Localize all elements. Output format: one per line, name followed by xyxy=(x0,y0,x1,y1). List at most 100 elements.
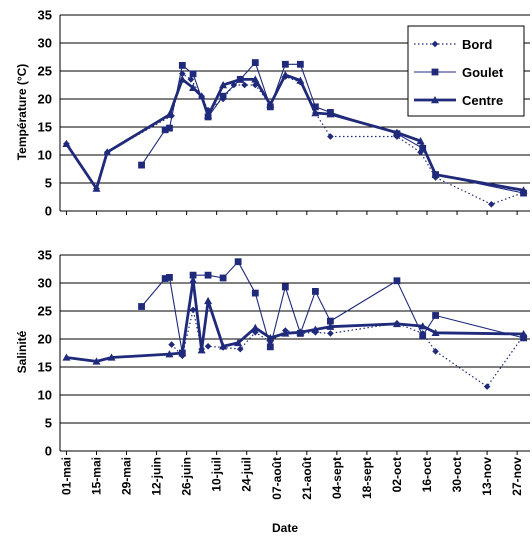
data-point xyxy=(92,357,101,365)
x-tick-label: 29-mai xyxy=(120,457,134,495)
y-tick-label: 25 xyxy=(38,304,52,319)
legend-label: Centre xyxy=(462,93,503,108)
data-point xyxy=(483,383,491,390)
salinity-axis-title: Salinité xyxy=(15,330,29,373)
data-point xyxy=(417,148,424,156)
data-point xyxy=(327,330,334,337)
x-tick-label: 26-juin xyxy=(180,457,194,496)
legend: Bord Goulet Centre xyxy=(407,25,525,117)
data-point xyxy=(311,109,320,117)
y-tick-label: 10 xyxy=(38,148,52,163)
y-tick-label: 20 xyxy=(38,92,52,107)
data-point xyxy=(418,322,427,330)
data-point xyxy=(326,110,335,118)
y-tick-label: 0 xyxy=(45,444,52,459)
data-point xyxy=(432,312,439,319)
data-point xyxy=(178,349,187,357)
series-line xyxy=(66,278,524,363)
y-tick-label: 15 xyxy=(38,360,52,375)
data-point xyxy=(138,303,145,310)
data-point xyxy=(189,306,197,314)
series-line xyxy=(65,73,524,192)
data-point xyxy=(251,323,260,331)
legend-label: Goulet xyxy=(462,65,504,80)
data-point xyxy=(326,322,335,330)
data-point xyxy=(419,332,427,340)
x-tick-label: 30-oct xyxy=(450,457,464,492)
data-point xyxy=(241,81,248,89)
data-point xyxy=(393,277,401,285)
data-point xyxy=(219,342,228,350)
data-point xyxy=(431,170,440,178)
x-tick-label: 24-juil xyxy=(240,457,254,492)
series-centre-salinity xyxy=(62,276,528,365)
data-point xyxy=(197,92,206,100)
data-point xyxy=(189,70,197,78)
legend-label: Bord xyxy=(462,37,492,52)
legend-item-bord: Bord xyxy=(414,37,492,52)
y-tick-label: 5 xyxy=(45,176,52,191)
data-point xyxy=(311,103,319,111)
data-point xyxy=(161,126,169,134)
x-axis-title: Date xyxy=(272,521,298,535)
data-point xyxy=(165,350,174,358)
data-point xyxy=(189,83,198,91)
data-point xyxy=(281,60,289,68)
data-point xyxy=(138,161,145,169)
y-tick-label: 30 xyxy=(38,276,52,291)
data-point xyxy=(189,271,197,279)
legend-item-goulet: Goulet xyxy=(414,65,504,80)
x-tick-label: 07-août xyxy=(270,457,284,500)
data-point xyxy=(432,348,439,355)
data-point xyxy=(166,124,173,132)
data-point xyxy=(236,345,244,353)
y-tick-label: 25 xyxy=(38,64,52,79)
series-line xyxy=(141,62,524,194)
legend-swatch-marker xyxy=(431,40,439,48)
series-centre-temperature xyxy=(62,70,528,194)
data-point xyxy=(187,76,195,83)
x-tick-label: 12-juin xyxy=(150,457,164,496)
x-tick-label: 15-mai xyxy=(90,457,104,495)
temperature-panel: 0 5 10 15 20 25 30 35 xyxy=(38,8,530,219)
y-tick-label: 35 xyxy=(38,248,52,263)
data-point xyxy=(204,271,212,279)
data-point xyxy=(165,110,174,118)
data-point xyxy=(327,317,334,325)
data-point xyxy=(219,274,227,282)
data-point xyxy=(92,184,101,192)
x-tick-label: 10-juil xyxy=(210,457,224,492)
series-line xyxy=(141,261,524,354)
data-point xyxy=(204,296,213,305)
data-point xyxy=(234,338,243,347)
legend-swatch-marker xyxy=(431,68,439,76)
x-tick-label: 02-oct xyxy=(390,457,404,492)
data-point xyxy=(281,329,290,337)
data-point xyxy=(392,319,401,328)
data-point xyxy=(166,274,173,281)
data-point xyxy=(197,346,206,354)
y-tick-label: 15 xyxy=(38,120,52,135)
data-point xyxy=(266,343,274,351)
data-point xyxy=(219,81,228,89)
y-tick-label: 10 xyxy=(38,388,52,403)
legend-swatch-marker xyxy=(431,96,439,104)
x-tick-label: 16-oct xyxy=(420,457,434,492)
x-tick-label: 13-nov xyxy=(480,457,494,496)
series-line xyxy=(65,73,524,205)
x-axis-tick-labels: 01-mai 15-mai 29-mai 12-juin 26-juin 10-juil 2… xyxy=(59,457,524,500)
data-point xyxy=(488,200,495,208)
legend-item-centre: Centre xyxy=(414,93,503,108)
data-point xyxy=(107,353,116,361)
data-point xyxy=(204,342,212,350)
data-point xyxy=(281,70,290,79)
data-point xyxy=(520,334,527,342)
x-tick-label: 01-mai xyxy=(59,457,73,495)
data-point xyxy=(281,283,289,291)
data-point xyxy=(296,328,305,336)
data-point xyxy=(251,81,259,89)
data-point xyxy=(327,133,334,140)
y-tick-label: 0 xyxy=(45,204,52,219)
